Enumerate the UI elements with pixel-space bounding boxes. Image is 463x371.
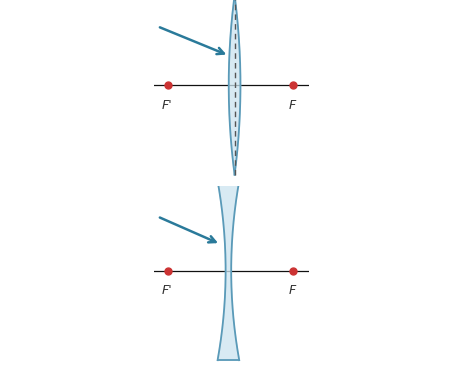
Text: F': F' bbox=[162, 285, 173, 298]
Polygon shape bbox=[218, 181, 239, 360]
Text: F: F bbox=[289, 285, 296, 298]
Text: F': F' bbox=[162, 99, 173, 112]
Text: F: F bbox=[289, 99, 296, 112]
Polygon shape bbox=[229, 0, 240, 175]
